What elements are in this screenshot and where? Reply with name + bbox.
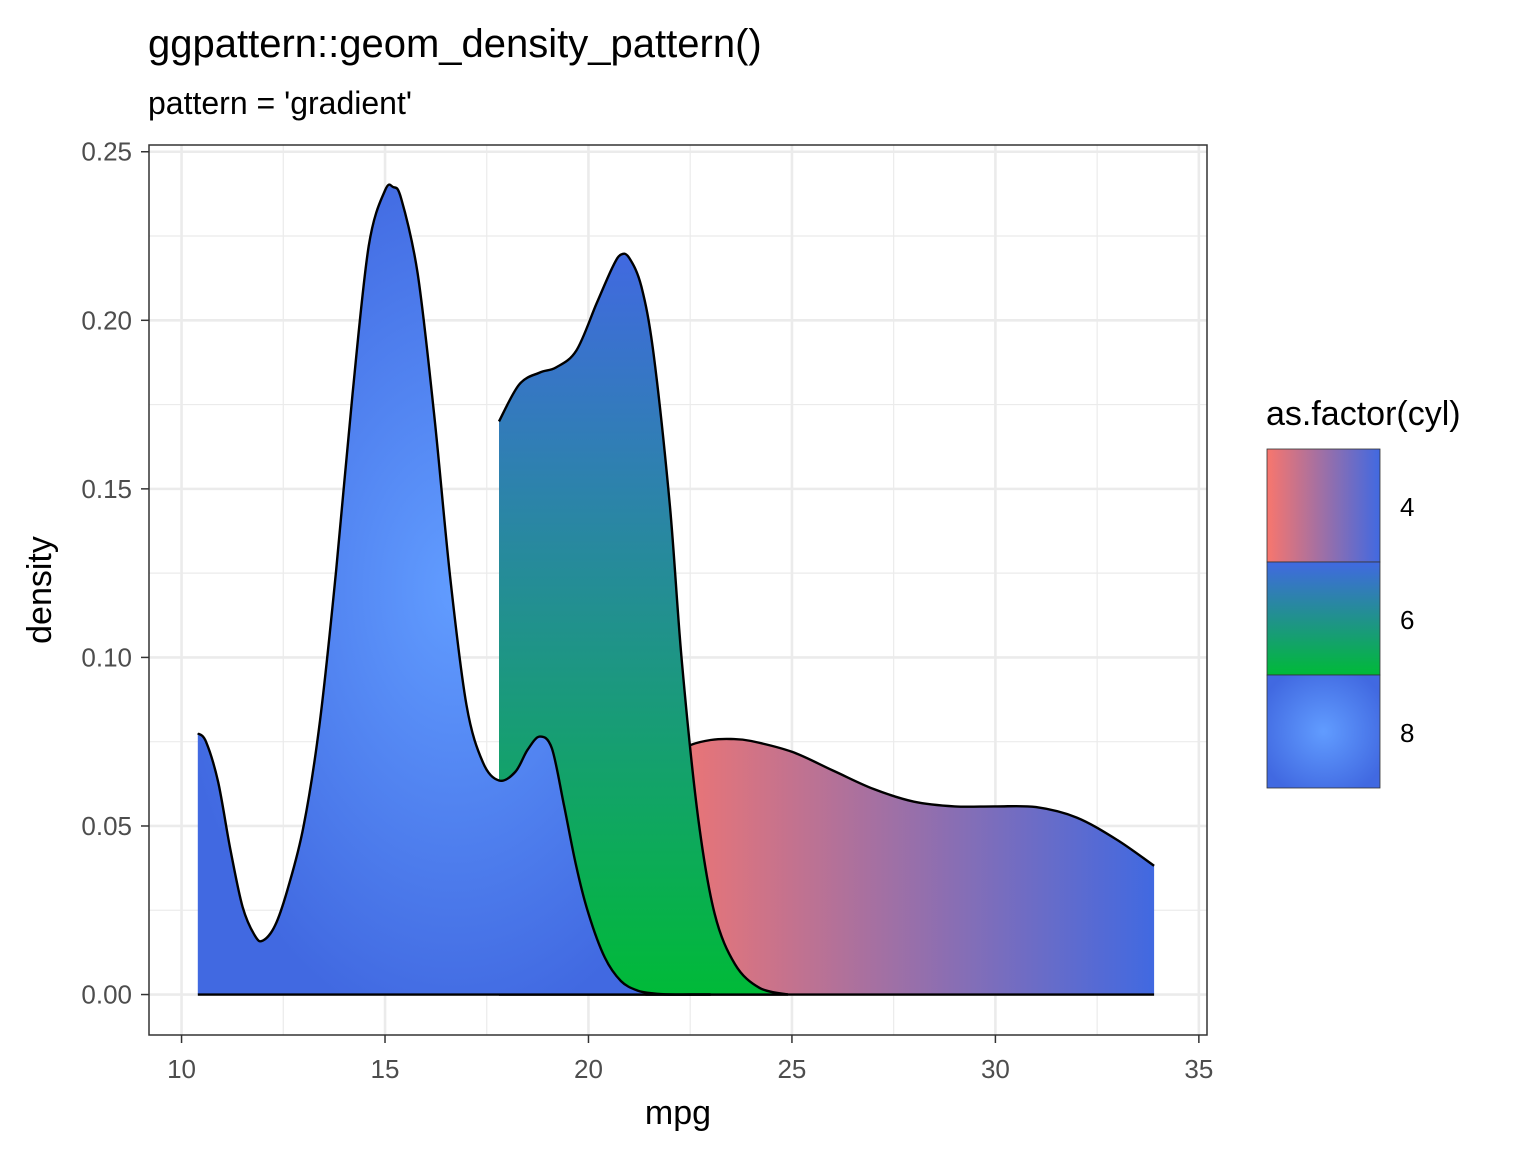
density-fill-8 — [197, 184, 711, 995]
x-tick-label: 25 — [777, 1054, 806, 1084]
density-fill-4 — [645, 738, 1155, 995]
x-tick-label: 30 — [981, 1054, 1010, 1084]
x-axis-label: mpg — [645, 1094, 711, 1132]
y-tick-label: 0.05 — [81, 811, 132, 841]
chart-subtitle: pattern = 'gradient' — [148, 85, 412, 121]
chart-title: ggpattern::geom_density_pattern() — [148, 22, 762, 66]
y-tick-label: 0.15 — [81, 474, 132, 504]
density-areas — [196, 183, 1155, 996]
legend-key-8 — [1266, 674, 1381, 789]
density-line-6 — [497, 252, 789, 996]
legend-key-4 — [1266, 448, 1381, 563]
y-tick-label: 0.25 — [81, 137, 132, 167]
y-tick-label: 0.00 — [81, 980, 132, 1010]
y-axis-label: density — [21, 536, 59, 644]
density-line-8 — [196, 183, 711, 996]
x-tick-label: 15 — [371, 1054, 400, 1084]
x-tick-label: 10 — [167, 1054, 196, 1084]
legend-key-6 — [1266, 561, 1381, 676]
y-tick-label: 0.10 — [81, 642, 132, 672]
x-tick-label: 20 — [574, 1054, 603, 1084]
density-line-4 — [644, 737, 1155, 867]
x-tick-label: 35 — [1184, 1054, 1213, 1084]
panel-border — [148, 144, 1208, 1036]
density-fill-6 — [499, 253, 788, 995]
legend: as.factor(cyl) 4 6 8 — [1266, 395, 1461, 789]
legend-title: as.factor(cyl) — [1266, 395, 1461, 433]
legend-label-8: 8 — [1400, 718, 1414, 748]
legend-label-4: 4 — [1400, 492, 1414, 522]
y-tick-label: 0.20 — [81, 305, 132, 335]
x-axis-ticks: 10 15 20 25 30 35 — [167, 1035, 1213, 1084]
legend-label-6: 6 — [1400, 605, 1414, 635]
y-axis-ticks: 0.00 0.05 0.10 0.15 0.20 0.25 — [81, 137, 149, 1010]
